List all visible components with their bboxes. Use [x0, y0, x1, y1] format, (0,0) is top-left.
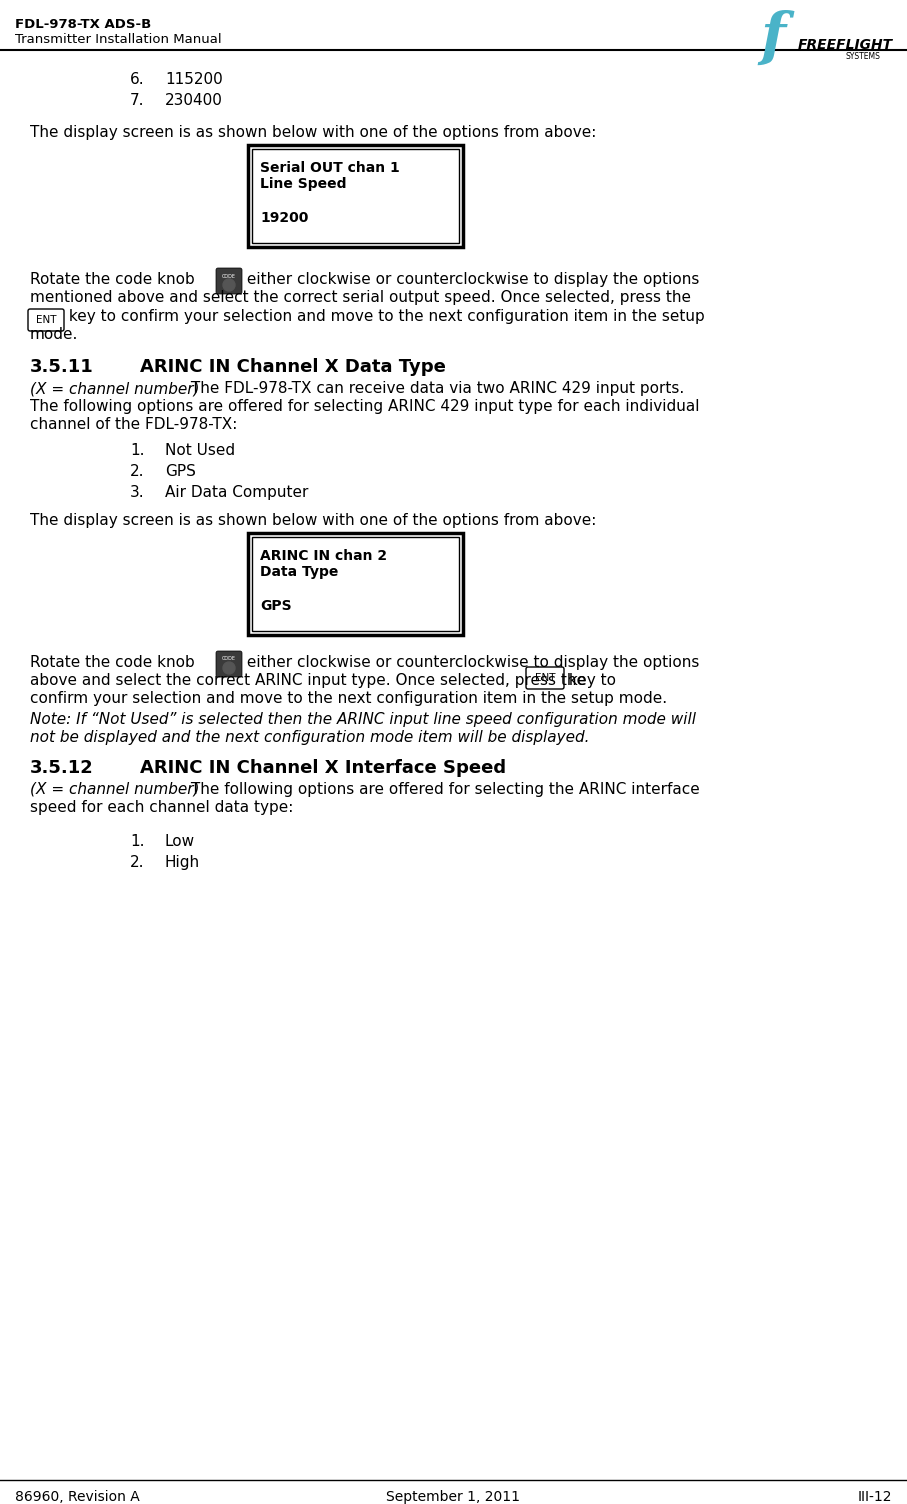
Bar	[252, 537, 459, 632]
Text: The display screen is as shown below with one of the options from above:: The display screen is as shown below wit…	[30, 125, 597, 140]
Text: The following options are offered for selecting the ARINC interface: The following options are offered for se…	[186, 782, 699, 797]
Text: key to: key to	[564, 672, 616, 687]
Text: speed for each channel data type:: speed for each channel data type:	[30, 800, 293, 815]
Text: mentioned above and select the correct serial output speed. Once selected, press: mentioned above and select the correct s…	[30, 290, 691, 305]
Circle shape	[223, 662, 235, 674]
Text: GPS: GPS	[165, 465, 196, 478]
Text: mode.: mode.	[30, 326, 78, 341]
Text: key to confirm your selection and move to the next configuration item in the set: key to confirm your selection and move t…	[64, 308, 705, 323]
Text: 3.5.12: 3.5.12	[30, 760, 93, 778]
Text: 3.: 3.	[130, 484, 144, 499]
Text: channel of the FDL-978-TX:: channel of the FDL-978-TX:	[30, 417, 238, 432]
Text: not be displayed and the next configuration mode item will be displayed.: not be displayed and the next configurat…	[30, 729, 590, 744]
Text: ENT: ENT	[535, 672, 555, 683]
Text: 7.: 7.	[130, 93, 144, 108]
Text: GPS: GPS	[260, 599, 292, 614]
Text: III-12: III-12	[857, 1490, 892, 1504]
Text: 115200: 115200	[165, 72, 223, 87]
Text: ARINC IN Channel X Data Type: ARINC IN Channel X Data Type	[140, 358, 446, 376]
Text: 2.: 2.	[130, 854, 144, 869]
Text: confirm your selection and move to the next configuration item in the setup mode: confirm your selection and move to the n…	[30, 690, 668, 705]
Text: (X = channel number): (X = channel number)	[30, 381, 200, 396]
Text: 2.: 2.	[130, 465, 144, 478]
Text: (X = channel number): (X = channel number)	[30, 782, 200, 797]
Text: Low: Low	[165, 835, 195, 848]
Text: Rotate the code knob: Rotate the code knob	[30, 656, 195, 669]
Text: Air Data Computer: Air Data Computer	[165, 484, 308, 499]
Text: The following options are offered for selecting ARINC 429 input type for each in: The following options are offered for se…	[30, 399, 699, 414]
Text: 19200: 19200	[260, 211, 308, 226]
Text: Data Type: Data Type	[260, 566, 338, 579]
Text: 1.: 1.	[130, 835, 144, 848]
Bar	[248, 144, 463, 247]
Text: FDL-978-TX ADS-B: FDL-978-TX ADS-B	[15, 18, 151, 32]
FancyBboxPatch shape	[216, 651, 242, 677]
Text: 6.: 6.	[130, 72, 144, 87]
Text: CODE: CODE	[222, 274, 236, 278]
Text: SYSTEMS: SYSTEMS	[845, 53, 880, 62]
Text: Transmitter Installation Manual: Transmitter Installation Manual	[15, 33, 221, 47]
Text: The display screen is as shown below with one of the options from above:: The display screen is as shown below wit…	[30, 513, 597, 528]
Text: High: High	[165, 854, 200, 869]
FancyBboxPatch shape	[28, 308, 64, 331]
Bar	[252, 149, 459, 244]
Text: CODE: CODE	[222, 657, 236, 662]
Text: 3.5.11: 3.5.11	[30, 358, 93, 376]
Text: ARINC IN chan 2: ARINC IN chan 2	[260, 549, 387, 562]
Text: ENT: ENT	[35, 314, 56, 325]
Text: 1.: 1.	[130, 444, 144, 459]
Text: Not Used: Not Used	[165, 444, 235, 459]
Text: either clockwise or counterclockwise to display the options: either clockwise or counterclockwise to …	[242, 656, 699, 669]
Text: f: f	[760, 11, 785, 66]
Text: Note: If “Not Used” is selected then the ARINC input line speed configuration mo: Note: If “Not Used” is selected then the…	[30, 711, 696, 726]
Text: The FDL-978-TX can receive data via two ARINC 429 input ports.: The FDL-978-TX can receive data via two …	[186, 381, 684, 396]
Text: Line Speed: Line Speed	[260, 177, 346, 191]
Text: September 1, 2011: September 1, 2011	[386, 1490, 520, 1504]
Text: either clockwise or counterclockwise to display the options: either clockwise or counterclockwise to …	[242, 272, 699, 287]
Text: 86960, Revision A: 86960, Revision A	[15, 1490, 140, 1504]
Text: FREEFLIGHT: FREEFLIGHT	[798, 38, 893, 53]
FancyBboxPatch shape	[216, 268, 242, 293]
Text: above and select the correct ARINC input type. Once selected, press the: above and select the correct ARINC input…	[30, 672, 586, 687]
Text: 230400: 230400	[165, 93, 223, 108]
Circle shape	[223, 280, 235, 290]
Text: Rotate the code knob: Rotate the code knob	[30, 272, 195, 287]
Text: Serial OUT chan 1: Serial OUT chan 1	[260, 161, 400, 174]
Text: ARINC IN Channel X Interface Speed: ARINC IN Channel X Interface Speed	[140, 760, 506, 778]
FancyBboxPatch shape	[526, 666, 564, 689]
Bar	[248, 532, 463, 635]
